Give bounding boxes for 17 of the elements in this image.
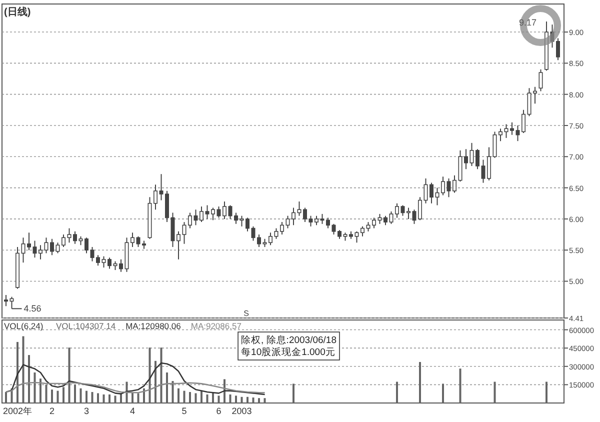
annotation: 9.17: [518, 17, 536, 28]
chart-title: (日线): [4, 6, 31, 18]
annotation: 4.56: [24, 304, 42, 314]
x-tick-label: 4: [130, 406, 136, 416]
text: MA:120980.06: [126, 321, 182, 331]
text: MA:92086.57: [190, 321, 242, 331]
annotation: S: [244, 309, 250, 318]
annotation: 每10股派现金1.000元: [241, 346, 336, 358]
chart-title: VOL(6,24): [4, 321, 44, 331]
x-tick-label: 2002年: [2, 406, 32, 416]
x-tick-label: 6: [216, 406, 222, 416]
x-tick-label: 3: [84, 406, 90, 416]
x-tick-label: 2003: [232, 406, 252, 416]
x-tick-label: 2: [49, 406, 55, 416]
text: VOL:104307.14: [56, 321, 116, 331]
x-tick-label: 5: [182, 406, 187, 416]
annotation: 除权, 除息:2003/06/18: [241, 334, 337, 346]
